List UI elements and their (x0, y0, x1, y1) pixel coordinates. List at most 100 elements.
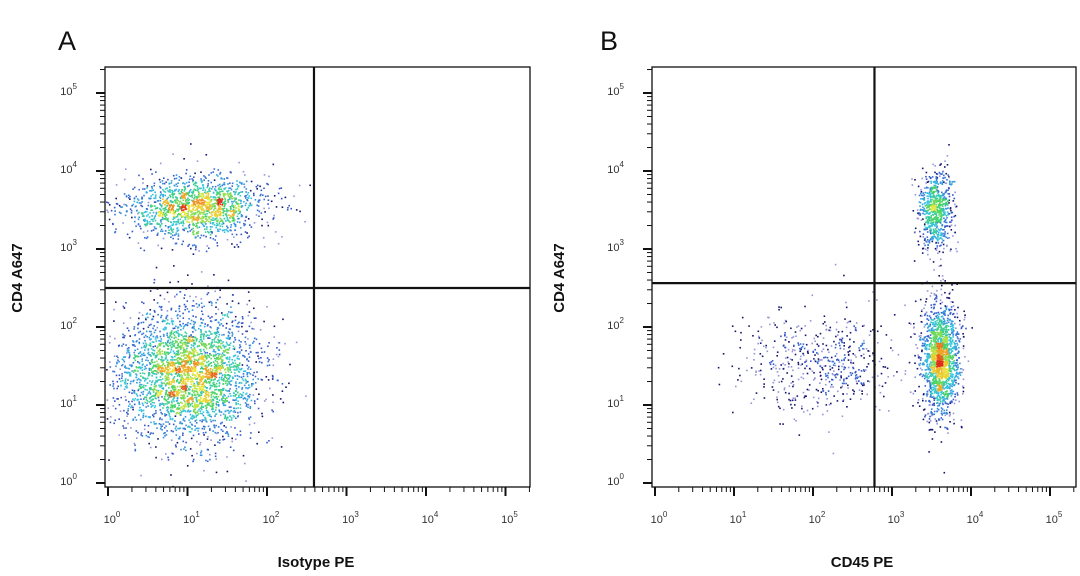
event-dot (214, 341, 216, 343)
event-dot (217, 441, 219, 443)
event-dot (183, 158, 185, 160)
event-dot (223, 397, 225, 399)
event-dot (210, 439, 212, 441)
event-dot (163, 370, 165, 372)
event-dot (115, 301, 117, 303)
event-dot (184, 410, 186, 412)
event-dot (192, 353, 194, 355)
event-dot (234, 360, 236, 362)
event-dot (194, 173, 196, 175)
event-dot (200, 213, 202, 215)
event-dot (154, 389, 156, 391)
event-dot (190, 397, 192, 399)
event-dot (173, 401, 175, 403)
event-dot (201, 355, 203, 357)
event-dot (231, 380, 233, 382)
event-dot (168, 413, 170, 415)
event-dot (119, 368, 121, 370)
event-dot (158, 358, 160, 360)
event-dot (206, 362, 208, 364)
event-dot (216, 341, 218, 343)
event-dot (211, 375, 213, 377)
event-dot (180, 342, 182, 344)
event-dot (130, 208, 132, 210)
event-dot (221, 411, 223, 413)
event-dot (113, 397, 115, 399)
event-dot (293, 195, 295, 197)
event-dot (226, 380, 228, 382)
event-dot (228, 335, 230, 337)
event-dot (231, 322, 233, 324)
event-dot (935, 176, 937, 178)
event-dot (217, 224, 219, 226)
event-dot (184, 203, 186, 205)
event-dot (309, 185, 311, 187)
event-dot (203, 411, 205, 413)
event-dot (194, 404, 196, 406)
event-dot (144, 429, 146, 431)
event-dot (164, 351, 166, 353)
event-dot (222, 221, 224, 223)
event-dot (214, 196, 216, 198)
event-dot (240, 431, 242, 433)
event-dot (168, 230, 170, 232)
event-dot (201, 386, 203, 388)
event-dot (178, 438, 180, 440)
event-dot (187, 376, 189, 378)
event-dot (141, 432, 143, 434)
event-dot (185, 194, 187, 196)
event-dot (934, 172, 936, 174)
event-dot (168, 208, 170, 210)
event-dot (204, 229, 206, 231)
event-dot (167, 319, 169, 321)
event-dot (266, 376, 268, 378)
event-dot (200, 396, 202, 398)
event-dot (218, 169, 220, 171)
event-dot (167, 342, 169, 344)
event-dot (170, 365, 172, 367)
event-dot (225, 194, 227, 196)
event-dot (261, 219, 263, 221)
event-dot (161, 419, 163, 421)
event-dot (172, 195, 174, 197)
event-dot (215, 370, 217, 372)
event-dot (183, 394, 185, 396)
event-dot (191, 221, 193, 223)
event-dot (246, 405, 248, 407)
event-dot (168, 337, 170, 339)
event-dot (254, 400, 256, 402)
event-dot (138, 378, 140, 380)
event-dot (246, 209, 248, 211)
event-dot (225, 389, 227, 391)
event-dot (145, 379, 147, 381)
event-dot (225, 398, 227, 400)
event-dot (229, 393, 231, 395)
event-dot (153, 185, 155, 187)
event-dot (215, 219, 217, 221)
event-dot (174, 387, 176, 389)
event-dot (168, 220, 170, 222)
event-dot (204, 200, 206, 202)
event-dot (197, 160, 199, 162)
event-dot (211, 215, 213, 217)
event-dot (109, 384, 111, 386)
event-dot (160, 351, 162, 353)
event-dot (911, 178, 913, 180)
event-dot (265, 196, 267, 198)
event-dot (223, 413, 225, 415)
event-dot (150, 204, 152, 206)
event-dot (161, 367, 163, 369)
event-dot (210, 358, 212, 360)
event-dot (216, 374, 218, 376)
event-dot (210, 354, 212, 356)
event-dot (115, 228, 117, 230)
event-dot (160, 376, 162, 378)
event-dot (195, 205, 197, 207)
event-dot (274, 195, 276, 197)
event-dot (247, 368, 249, 370)
event-dot (150, 355, 152, 357)
event-dot (260, 194, 262, 196)
event-dot (149, 373, 151, 375)
event-dot (153, 212, 155, 214)
event-dot (258, 201, 260, 203)
